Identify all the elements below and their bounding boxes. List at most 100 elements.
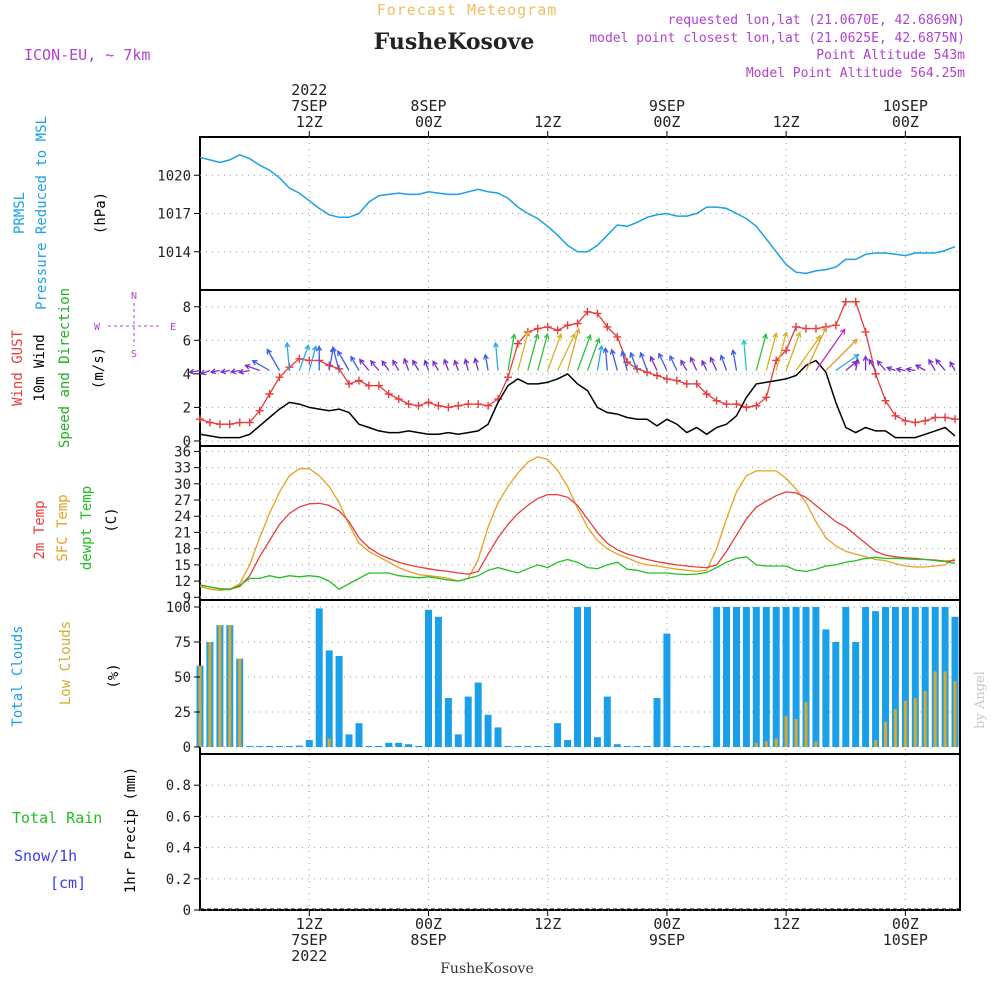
wind-direction-arrow: [805, 326, 828, 371]
total-cloud-bar: [782, 607, 790, 747]
total-cloud-bar: [315, 608, 323, 747]
point-altitude: Point Altitude 543m: [816, 48, 965, 63]
wind-gust-point: [225, 420, 234, 429]
wind-gust-point: [941, 413, 950, 422]
clouds-ytick-label: 75: [174, 635, 191, 651]
temperature-panel: [199, 445, 961, 601]
total-cloud-bar: [325, 650, 333, 747]
total-cloud-bar: [434, 616, 442, 747]
wind-direction-arrow: [219, 368, 230, 375]
wind-gust-point: [742, 403, 751, 412]
low-cloud-bar: [794, 719, 798, 747]
wind-direction-arrow: [689, 356, 698, 371]
total-cloud-bar: [862, 607, 870, 747]
pressure-unit: (hPa): [93, 192, 109, 234]
low-clouds-label: Low Clouds: [58, 621, 74, 705]
wind-gust-point: [603, 322, 612, 331]
wind-gust-point: [215, 420, 224, 429]
gridlines: [200, 137, 960, 911]
temp2m-label: 2m Temp: [32, 500, 48, 559]
wind-gust-point: [404, 400, 413, 409]
time-label: 2022: [291, 81, 327, 99]
wind-direction-arrow: [566, 327, 581, 371]
wind-gust-point: [911, 418, 920, 427]
wind-direction-arrow: [229, 368, 240, 375]
time-label: 8SEP: [410, 931, 446, 949]
wind-direction-arrow: [609, 348, 618, 371]
wind-direction-arrow: [547, 333, 563, 371]
compass-rose: N S E W: [94, 291, 176, 360]
low-cloud-bar: [923, 691, 927, 747]
wind-ytick-label: 0: [183, 434, 191, 450]
total-cloud-bar: [574, 607, 581, 747]
wind-ytick-label: 8: [183, 300, 191, 316]
total-cloud-bar: [623, 746, 631, 747]
wind-gust-point: [414, 401, 423, 410]
total-cloud-bar: [494, 727, 502, 747]
time-label: 00Z: [653, 113, 680, 131]
clouds-ytick-label: 0: [183, 740, 191, 756]
clouds-ytick-label: 50: [174, 670, 191, 686]
total-cloud-bar: [266, 746, 273, 747]
wind-direction-arrow: [765, 331, 779, 371]
total-cloud-bar: [742, 607, 750, 747]
temperature-ytick-label: 27: [174, 493, 191, 509]
wind-direction-arrow: [412, 359, 420, 371]
temperature-ytick-label: 33: [174, 461, 191, 477]
pressure-ytick-label: 1017: [157, 207, 191, 223]
wind-direction-arrow: [775, 331, 789, 371]
wind-unit: (m/s): [91, 347, 107, 389]
total-cloud-bar: [524, 746, 532, 747]
wind-direction-arrow: [885, 366, 896, 372]
total-cloud-bar: [693, 746, 701, 747]
direction-label: Speed and Direction: [57, 288, 73, 448]
temperature-ytick-label: 30: [174, 477, 191, 493]
wind-direction-arrow: [576, 333, 592, 371]
pressure-line: [199, 153, 956, 275]
temperature-ylabels: 2m Temp SFC Temp dewpt Temp (C): [32, 486, 120, 570]
total-cloud-bar: [842, 607, 850, 747]
total-cloud-bar: [295, 745, 303, 747]
wind-direction-arrow: [443, 358, 450, 371]
compass-n: N: [131, 291, 137, 302]
wind-direction-arrow: [709, 356, 718, 371]
total-cloud-bar: [633, 746, 641, 747]
pressure-label-2: Pressure Reduced to MSL: [34, 116, 50, 310]
temperature-ytick-label: 24: [174, 509, 191, 525]
wind-gust-point: [424, 398, 433, 407]
low-cloud-bar: [238, 658, 242, 747]
wind-gust-point: [573, 319, 582, 328]
time-label: 12Z: [534, 915, 561, 933]
time-label: 7SEP: [291, 97, 327, 115]
low-cloud-bar: [913, 698, 917, 747]
wind-direction-arrow: [868, 358, 877, 371]
total-cloud-bar: [723, 607, 730, 747]
low-cloud-bar: [774, 738, 778, 747]
compass-e: E: [170, 322, 176, 333]
wind-gust-point: [196, 415, 204, 424]
low-cloud-bar: [943, 671, 947, 747]
wind-gust-point: [295, 354, 304, 363]
wind-label: 10m Wind: [32, 334, 48, 401]
total-cloud-bar: [444, 698, 452, 747]
total-cloud-bar: [882, 607, 889, 747]
wind-direction-arrow: [719, 354, 728, 371]
wind-gust-point: [722, 400, 731, 409]
snow-unit-label: [cm]: [50, 874, 86, 892]
data-marks: [188, 153, 960, 910]
wind-direction-arrow: [251, 360, 270, 372]
wind-gust-point: [543, 322, 552, 331]
snow-label: Snow/1h: [14, 847, 77, 865]
wind-gust-point: [752, 401, 761, 410]
wind-direction-arrow: [928, 358, 936, 371]
total-cloud-bar: [772, 607, 780, 747]
wind-gust-point: [662, 374, 671, 383]
wind-direction-arrow: [370, 359, 380, 371]
temperature-ytick-label: 12: [174, 574, 191, 590]
low-cloud-bar: [784, 716, 788, 747]
temp-2m-line: [199, 491, 956, 590]
wind-gust-point: [792, 322, 801, 331]
temperature-ytick-label: 15: [174, 558, 191, 574]
time-label: 10SEP: [883, 931, 928, 949]
wind-direction-arrow: [423, 359, 430, 371]
